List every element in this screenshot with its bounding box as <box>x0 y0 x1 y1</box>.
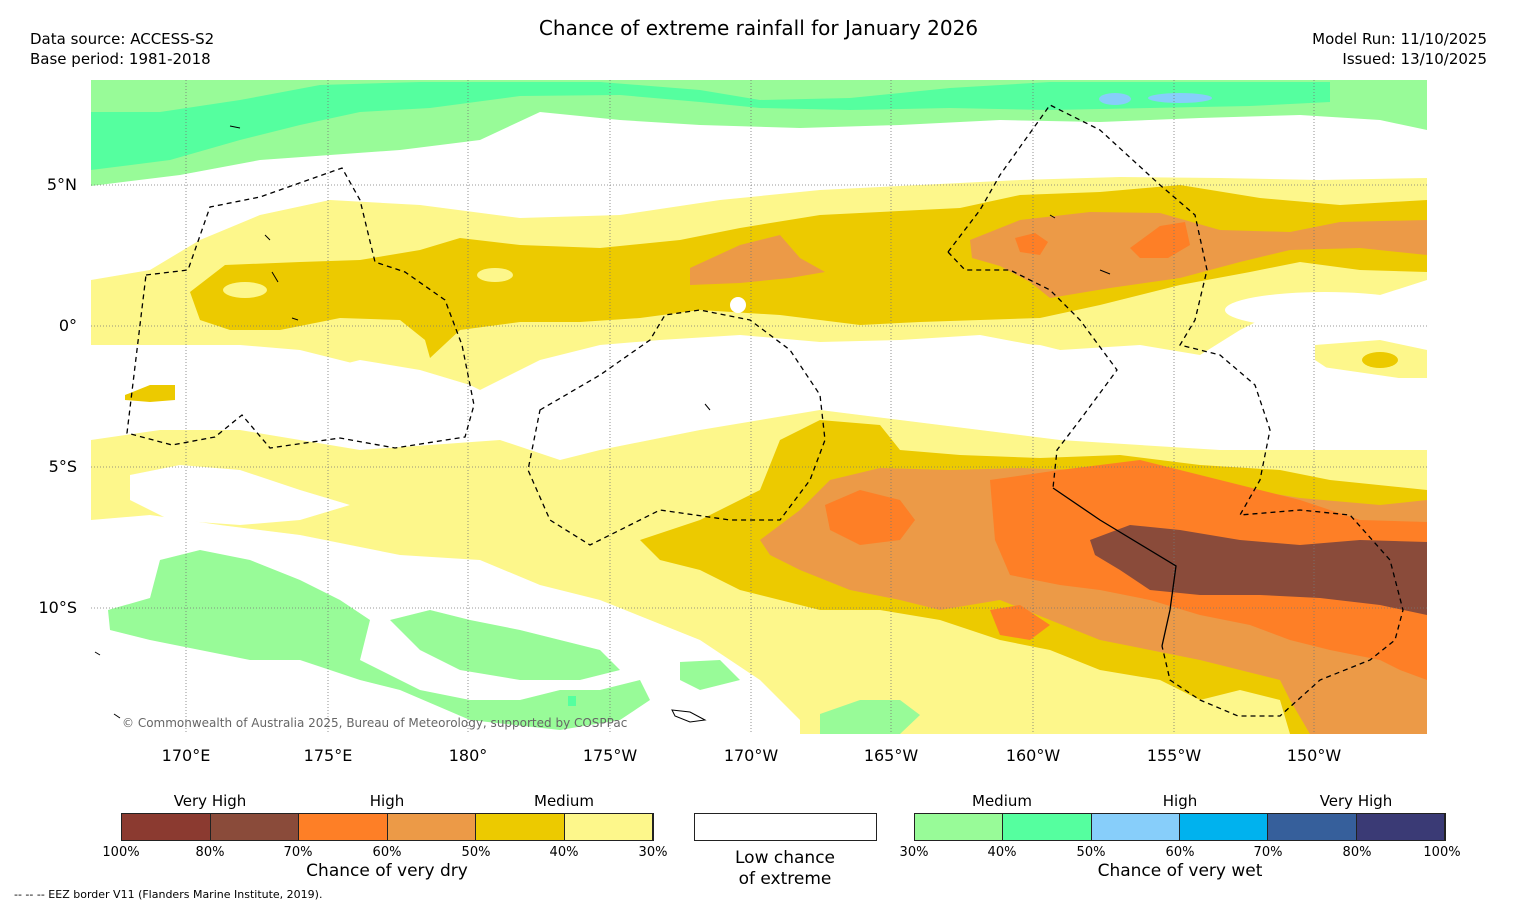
legend-wet-colorbar <box>914 813 1446 841</box>
legend-dry-swatch <box>564 814 653 840</box>
dry-region-north-high-2 <box>970 212 1427 298</box>
lat-label-5s: 5°S <box>48 457 77 476</box>
lon-label-175e: 175°E <box>303 746 353 765</box>
lat-label-10s: 10°S <box>38 598 77 617</box>
legend-wet-tick: 80% <box>1342 845 1372 860</box>
wet-region-south-high <box>568 696 576 706</box>
legend-dry-header-medium: Medium <box>534 792 594 810</box>
legend-wet-swatch <box>1003 814 1092 840</box>
legend-wet-tick: 70% <box>1253 845 1283 860</box>
legend-wet-swatch <box>1179 814 1269 840</box>
legend-dry-tick: 50% <box>461 845 491 860</box>
lon-label-150w: 150°W <box>1286 746 1342 765</box>
copyright-notice: © Commonwealth of Australia 2025, Bureau… <box>122 716 628 730</box>
latitude-gridlines <box>91 184 1427 609</box>
dry-region-south-very-high-3 <box>990 605 1050 640</box>
longitude-gridlines <box>185 80 1315 734</box>
lat-label-0: 0° <box>58 316 77 335</box>
wet-region-south-medium-4 <box>680 660 740 690</box>
legend-dry-header-very-high: Very High <box>173 792 247 810</box>
legend-dry-header-high: High <box>369 792 405 810</box>
legend-wet-tick: 30% <box>899 845 929 860</box>
legend-dry-caption: Chance of very dry <box>306 861 468 881</box>
low-chance-hole-1 <box>223 282 267 298</box>
legend-dry-tick: 30% <box>638 845 668 860</box>
lon-label-175w: 175°W <box>582 746 638 765</box>
lon-label-160w: 160°W <box>1005 746 1061 765</box>
wet-region-north-very-high-2 <box>1148 93 1212 103</box>
legend-low-swatch <box>694 813 877 841</box>
legend-wet-caption: Chance of very wet <box>1097 861 1263 881</box>
legend-wet-swatch <box>1091 814 1180 840</box>
legend-dry-tick: 60% <box>372 845 402 860</box>
dry-region-small-patch <box>125 385 175 402</box>
legend-wet-swatch <box>1356 814 1445 840</box>
legend-low-caption-line2: of extreme <box>738 869 832 889</box>
wet-region-north-very-high <box>1099 93 1131 105</box>
legend-dry-swatch <box>299 814 388 840</box>
legend-dry-swatch <box>476 814 565 840</box>
legend-wet-swatch <box>915 814 1004 840</box>
low-chance-hole-3 <box>730 297 746 313</box>
dry-region-north-very-high <box>1015 233 1048 255</box>
legend-wet-header-very-high: Very High <box>1319 792 1393 810</box>
model-run-label: Model Run: 11/10/2025 <box>1312 30 1487 48</box>
legend-wet-tick: 100% <box>1423 845 1461 860</box>
legend-dry-tick: 40% <box>549 845 579 860</box>
legend-dry-tick: 70% <box>283 845 313 860</box>
lon-label-180: 180° <box>448 746 488 765</box>
data-source-label: Data source: ACCESS-S2 <box>30 30 215 48</box>
lat-label-5n: 5°N <box>46 175 77 194</box>
legend-dry-swatch <box>387 814 476 840</box>
eez-footnote: -- -- -- EEZ border V11 (Flanders Marine… <box>14 888 323 901</box>
legend-wet-header-high: High <box>1162 792 1198 810</box>
eez-borders <box>126 104 1404 717</box>
lon-label-165w: 165°W <box>863 746 919 765</box>
wet-region-south-medium-3 <box>820 700 920 734</box>
issued-date-label: Issued: 13/10/2025 <box>1342 50 1487 68</box>
wet-region-south-medium-2 <box>390 610 620 680</box>
map-plot-area <box>91 80 1427 734</box>
legend-wet-tick: 50% <box>1076 845 1106 860</box>
legend-wet-tick: 60% <box>1165 845 1195 860</box>
legend-dry-colorbar <box>121 813 654 841</box>
legend-wet-header-medium: Medium <box>972 792 1032 810</box>
low-chance-central <box>760 340 1427 445</box>
low-chance-hole-4 <box>1225 292 1425 328</box>
legend-dry-tick: 100% <box>102 845 140 860</box>
dry-region-east-patch-2 <box>1362 352 1398 368</box>
legend-dry-swatch <box>210 814 299 840</box>
lon-label-155w: 155°W <box>1146 746 1202 765</box>
dry-region-south-very-high <box>825 490 915 545</box>
lon-label-170w: 170°W <box>723 746 779 765</box>
lon-label-170e: 170°E <box>161 746 211 765</box>
wet-region-south-medium <box>108 550 650 730</box>
low-chance-south-1 <box>130 465 350 525</box>
map-title: Chance of extreme rainfall for January 2… <box>538 16 979 40</box>
dry-region-north-very-high-2 <box>1130 222 1190 258</box>
island-outlines <box>94 125 1111 723</box>
legend-dry-tick: 80% <box>195 845 225 860</box>
dry-region-north-high <box>690 235 825 285</box>
boundary-solid-line <box>1052 487 1177 647</box>
legend-wet-tick: 40% <box>987 845 1017 860</box>
legend-dry-swatch <box>122 814 211 840</box>
low-chance-hole-2 <box>477 268 513 282</box>
base-period-label: Base period: 1981-2018 <box>30 50 211 68</box>
wet-region-north-high <box>91 82 1330 170</box>
dry-region-south-extreme <box>1090 525 1427 615</box>
legend-wet-swatch <box>1268 814 1357 840</box>
legend-low-caption-line1: Low chance <box>735 848 835 868</box>
